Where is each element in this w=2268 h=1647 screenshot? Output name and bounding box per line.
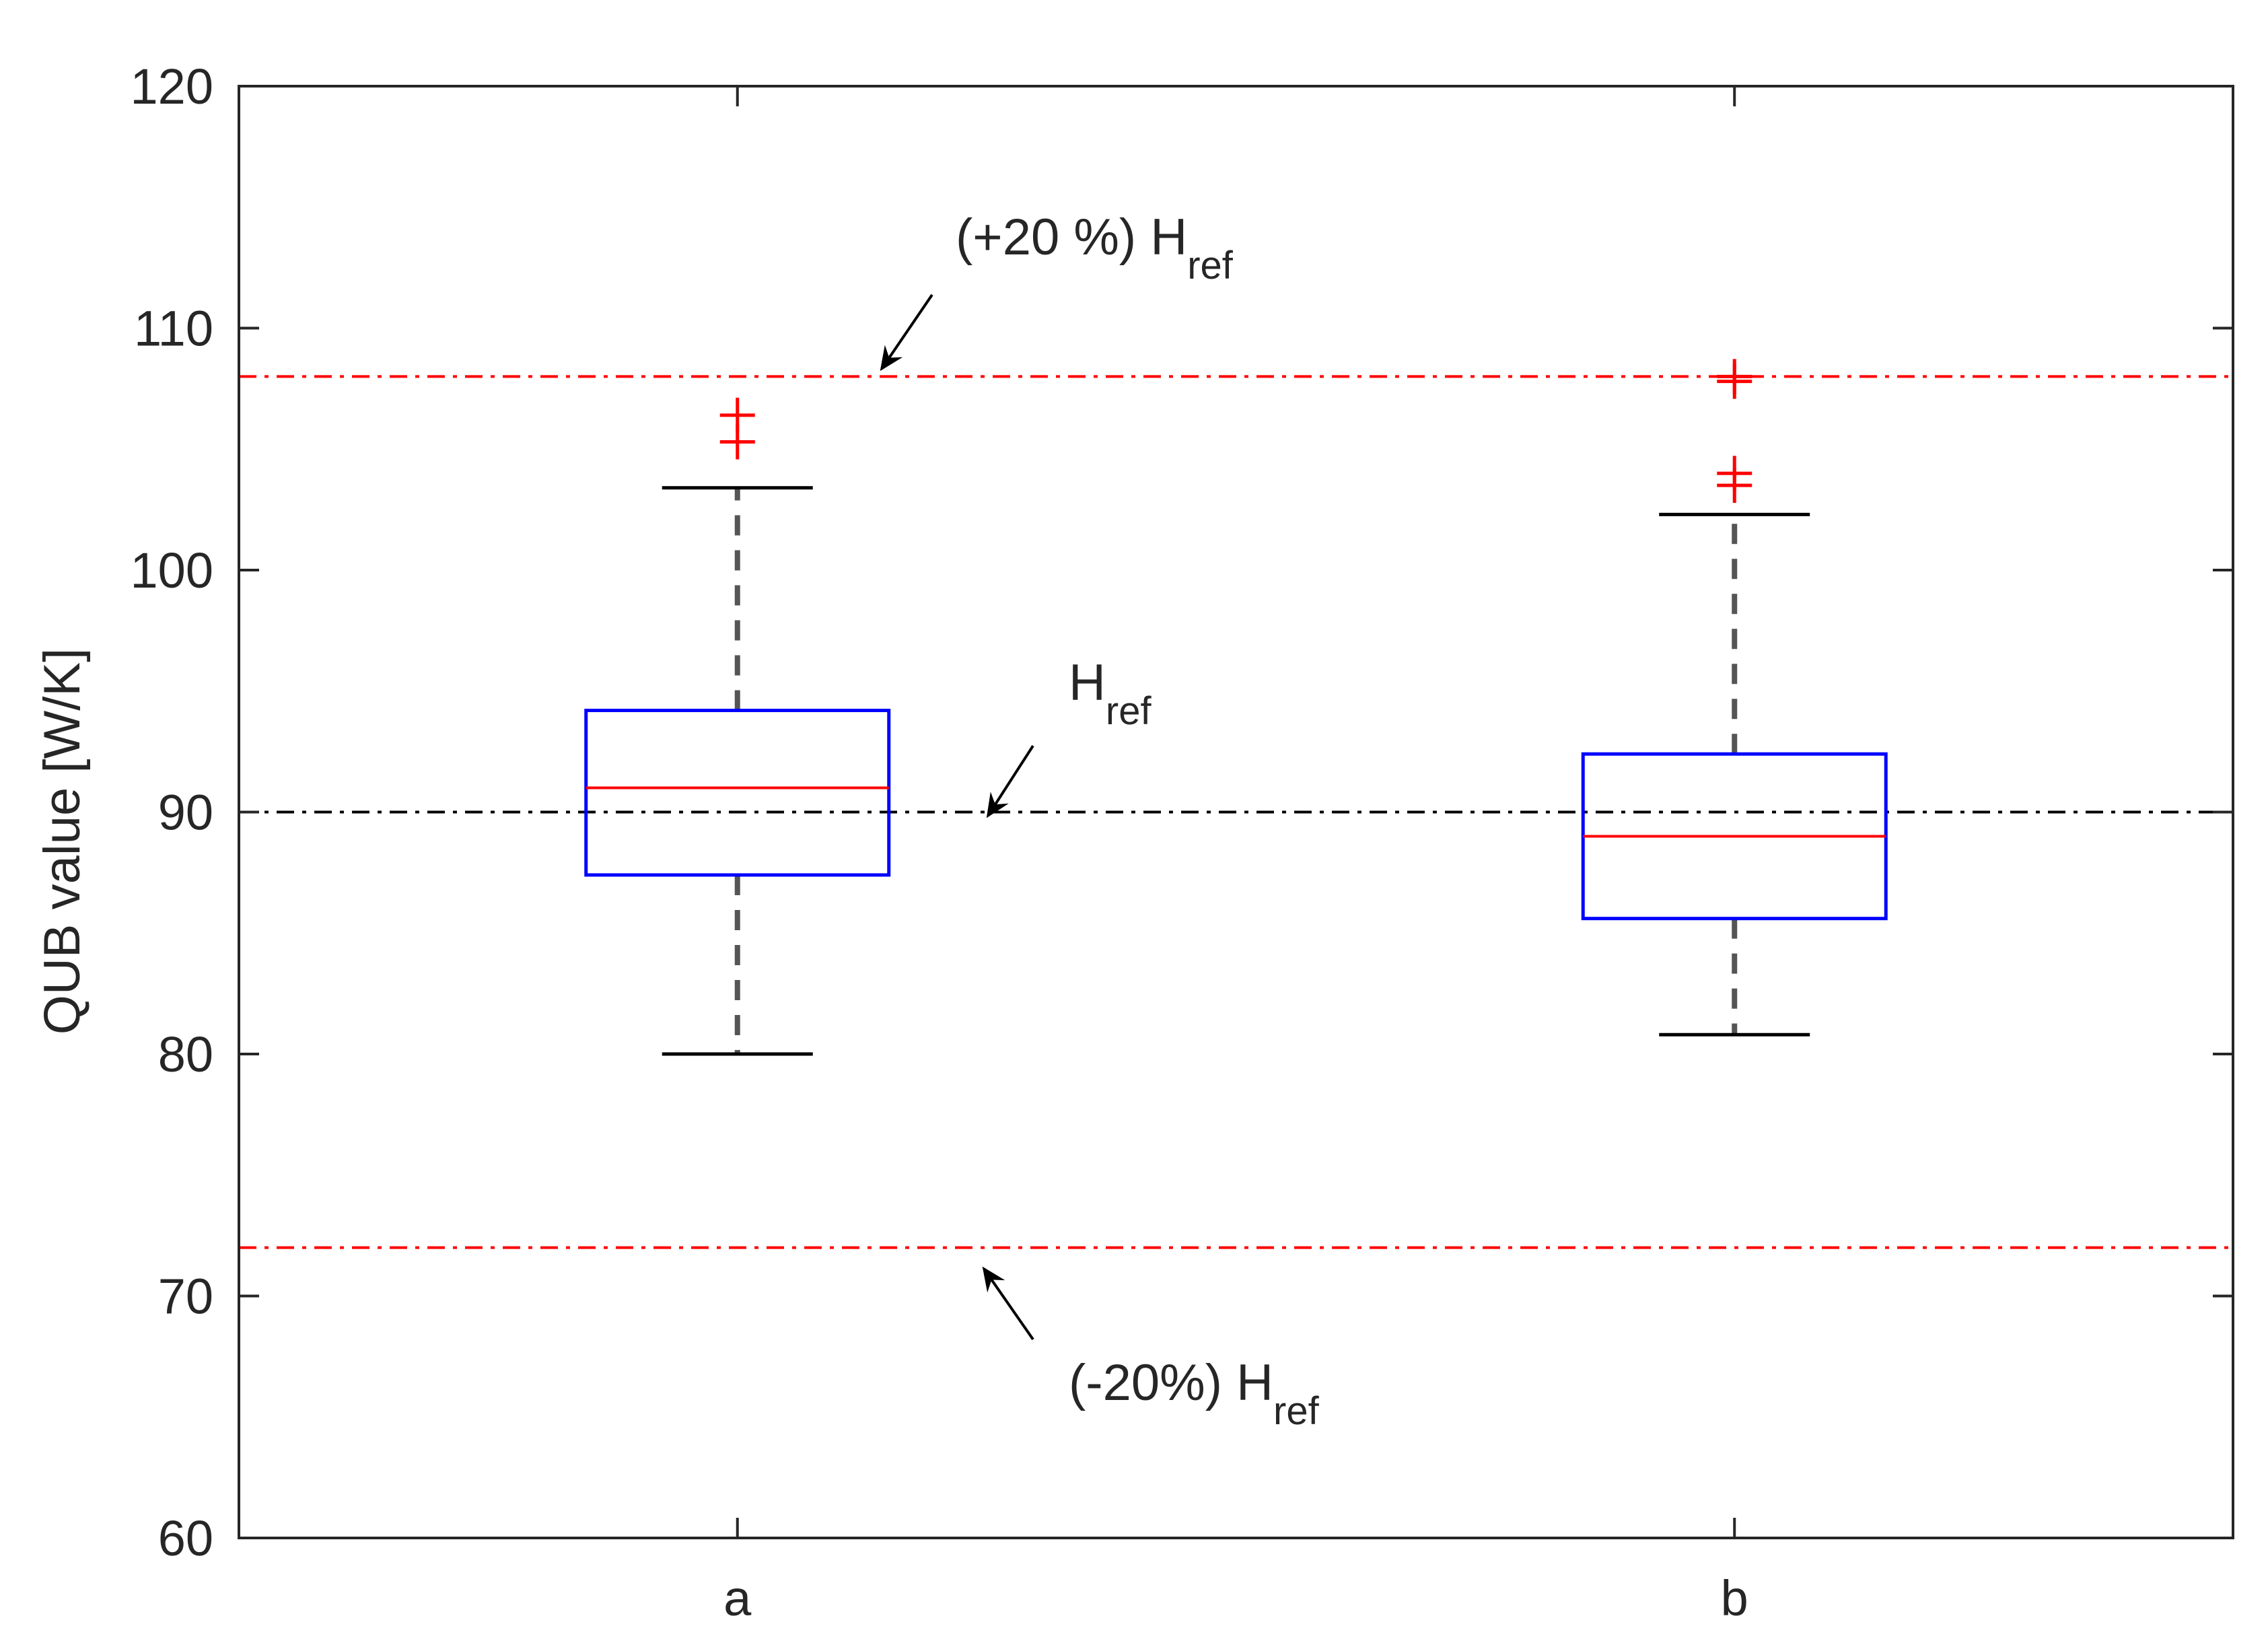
reference-lines (239, 375, 2233, 1249)
y-tick-label-120: 120 (131, 59, 213, 114)
x-tick-label-a: a (723, 1570, 752, 1626)
y-tick-label-100: 100 (131, 542, 213, 598)
annotation-text-2: (-20%) H (1069, 1354, 1273, 1411)
y-tick-label-70: 70 (158, 1269, 213, 1325)
annotation-subscript-2: ref (1273, 1389, 1320, 1433)
box-plots (584, 359, 1888, 1056)
annotation-text-1: H (1069, 654, 1106, 711)
box-a (584, 709, 891, 877)
annotation-arrow-0 (880, 293, 933, 372)
annotation-2: (-20%) Href (1069, 1354, 1320, 1433)
annotation-arrow-1 (986, 744, 1034, 818)
axes: 60 70 80 90 100 110 120 a b (131, 59, 2234, 1626)
annotation-arrow-2 (982, 1266, 1034, 1341)
outlier-a-1 (719, 397, 755, 433)
y-axis-label: QUB value [W/K] (34, 648, 91, 1035)
y-tick-label-90: 90 (158, 785, 213, 841)
y-tick-label-80: 80 (158, 1026, 213, 1082)
outlier-b-3 (1717, 359, 1752, 394)
outlier-b-1 (1717, 456, 1752, 491)
y-tick-label-60: 60 (158, 1510, 213, 1566)
boxplot-b (1581, 359, 1888, 1037)
x-tick-label-b: b (1721, 1570, 1748, 1626)
annotation-subscript-1: ref (1106, 689, 1152, 733)
boxplot-a (584, 397, 891, 1056)
annotation-0: (+20 %) Href (956, 209, 1234, 287)
y-tick-label-110: 110 (134, 301, 213, 357)
annotation-text-0: (+20 %) H (956, 209, 1187, 266)
annotation-subscript-0: ref (1187, 244, 1234, 287)
annotation-1: Href (1069, 654, 1151, 733)
